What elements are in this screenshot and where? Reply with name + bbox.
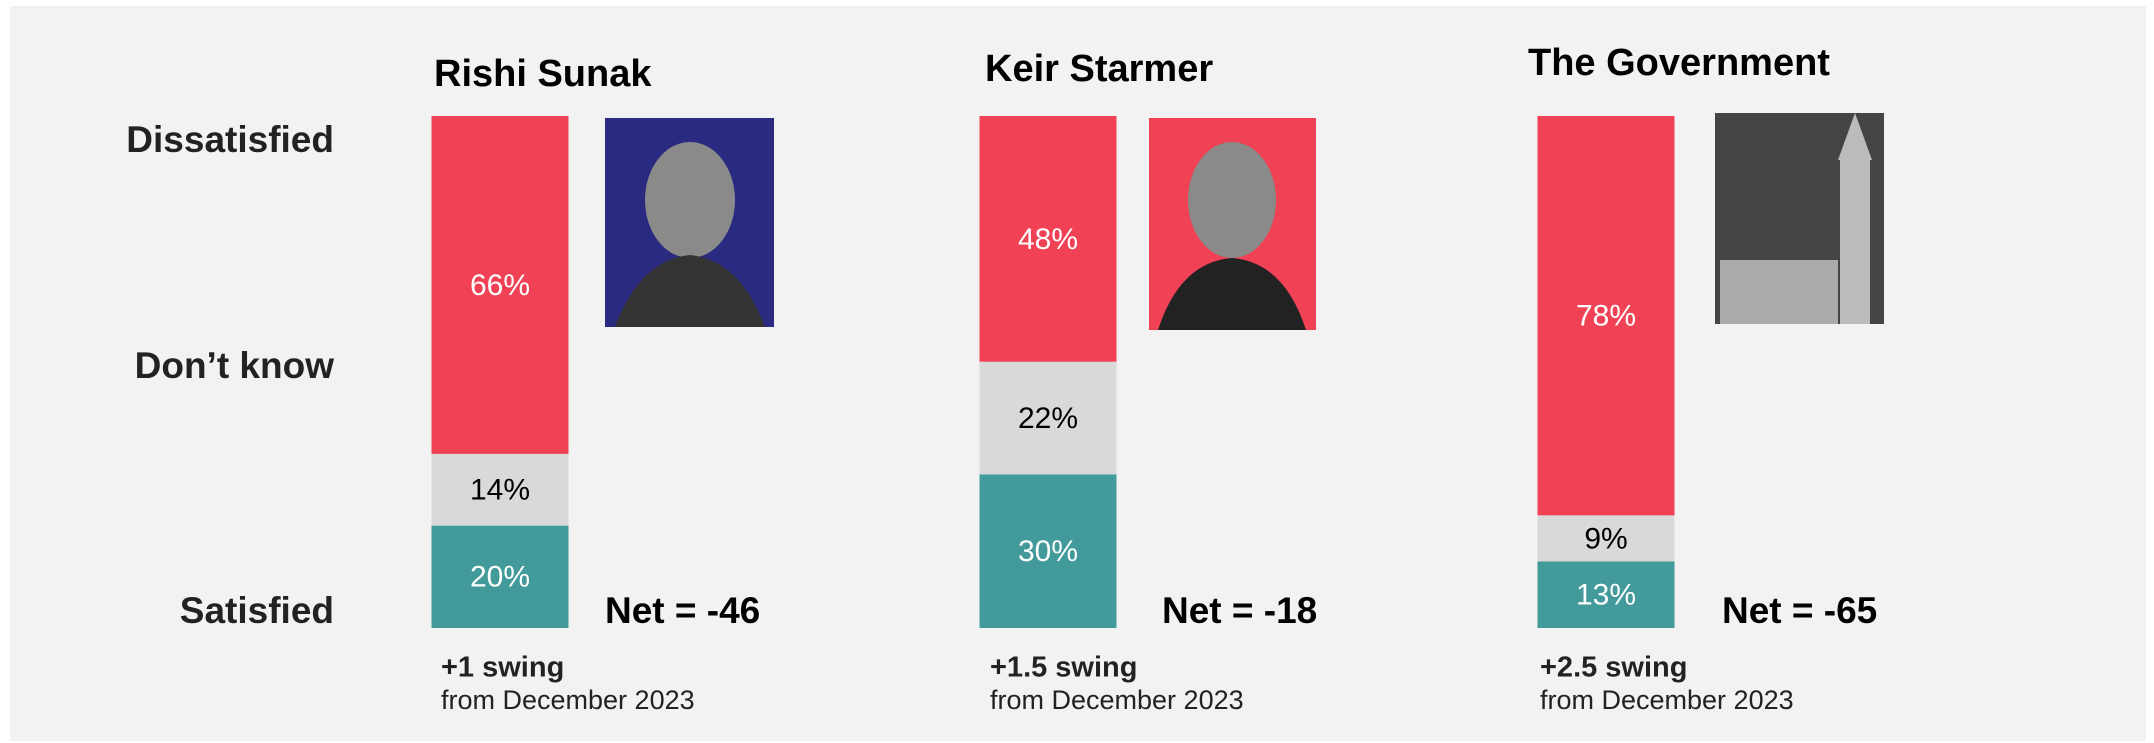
row-label: Don’t know: [135, 345, 335, 386]
chart-title: Keir Starmer: [985, 48, 1213, 90]
net-label: Net = -18: [1162, 590, 1317, 631]
chart-title: The Government: [1528, 42, 1830, 84]
swing-label: +1.5 swing: [990, 652, 1137, 684]
photo: [605, 118, 774, 327]
value-label: 78%: [1576, 300, 1636, 333]
swing-label: +2.5 swing: [1540, 652, 1687, 684]
chart-title: Rishi Sunak: [434, 53, 652, 95]
value-label: 20%: [470, 561, 530, 594]
swing-note: from December 2023: [1540, 685, 1794, 715]
value-label: 14%: [470, 474, 530, 507]
swing-note: from December 2023: [441, 685, 695, 715]
swing-label: +1 swing: [441, 652, 564, 684]
swing-note: from December 2023: [990, 685, 1244, 715]
photo: [1715, 113, 1884, 324]
row-label: Dissatisfied: [126, 119, 334, 160]
value-label: 30%: [1018, 535, 1078, 568]
row-label: Satisfied: [180, 590, 334, 631]
photo: [1149, 118, 1316, 330]
value-label: 9%: [1584, 522, 1627, 555]
value-label: 22%: [1018, 402, 1078, 435]
net-label: Net = -65: [1722, 590, 1877, 631]
value-label: 66%: [470, 269, 530, 302]
value-label: 13%: [1576, 579, 1636, 612]
chart: Dissatisfied Don’t know Satisfied Rishi …: [0, 0, 2154, 743]
net-label: Net = -46: [605, 590, 760, 631]
value-label: 48%: [1018, 223, 1078, 256]
